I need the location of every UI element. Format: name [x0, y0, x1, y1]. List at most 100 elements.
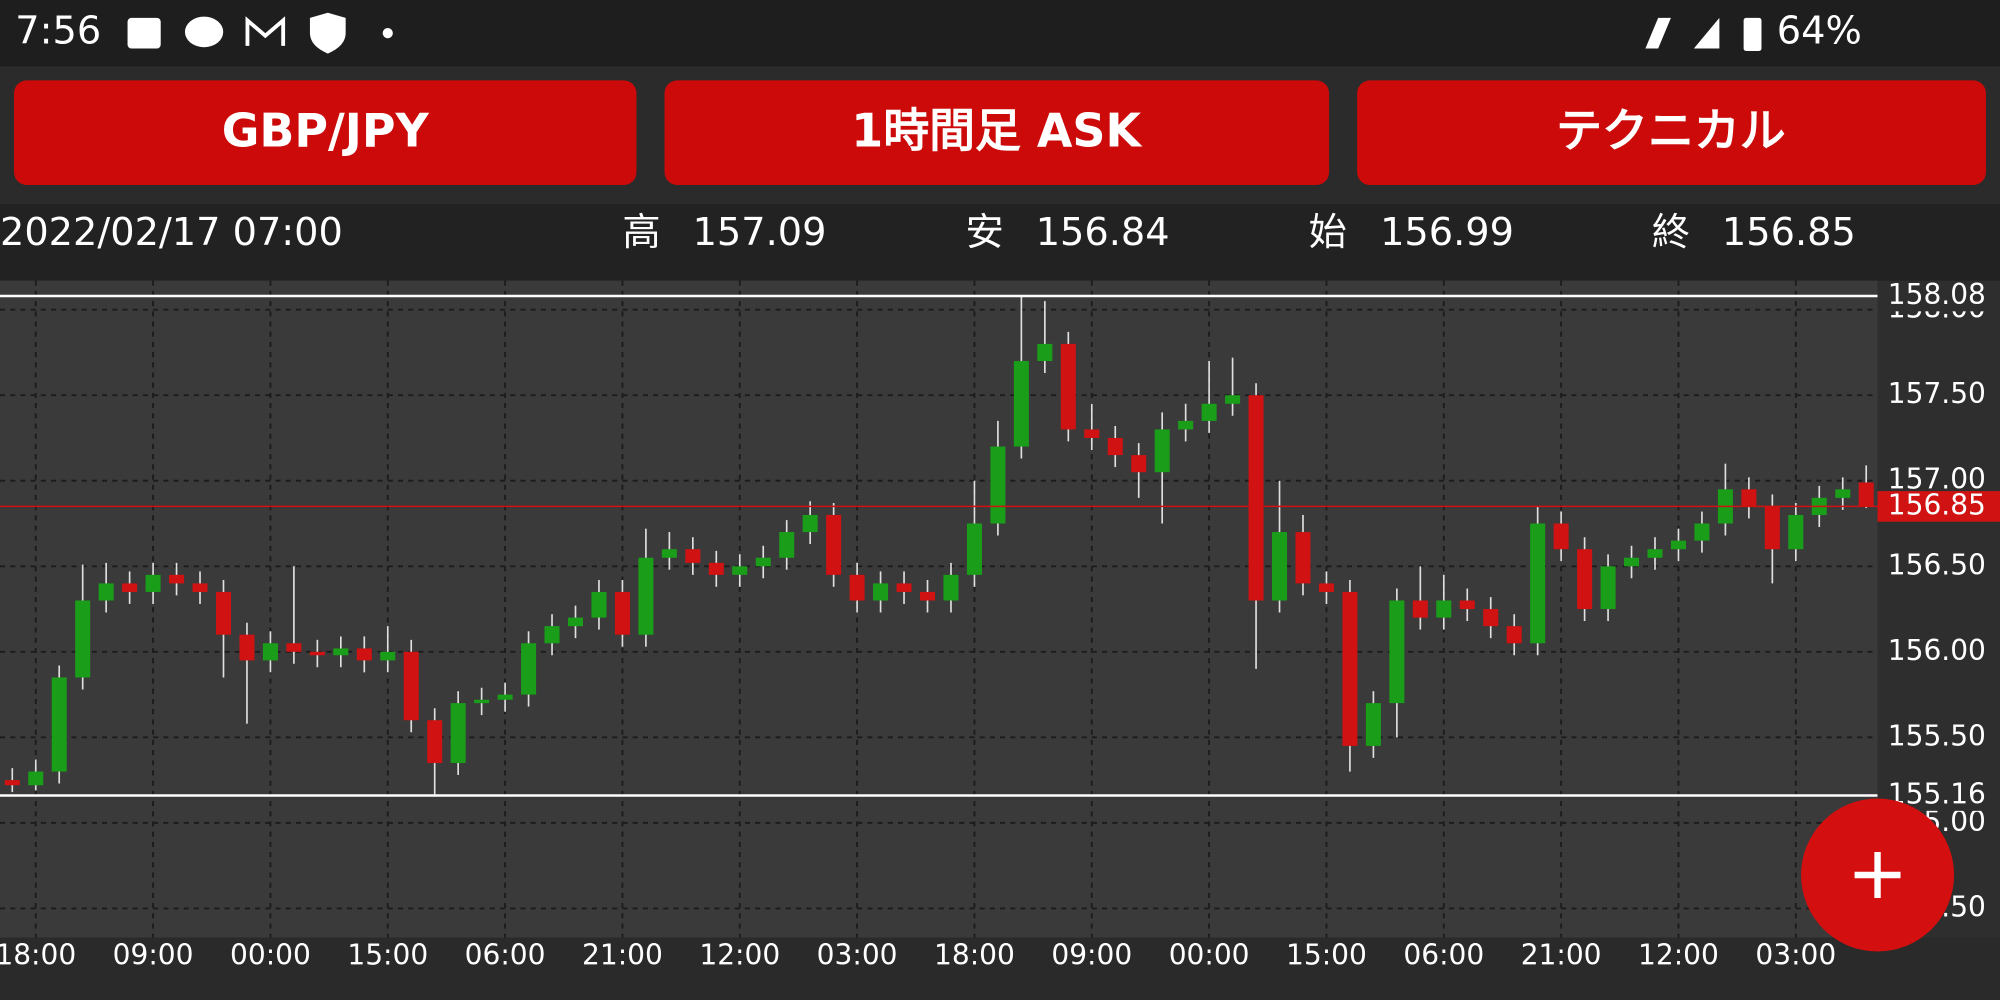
candle-body: [1788, 514, 1804, 550]
candle-body: [497, 694, 513, 700]
candle-body: [403, 651, 419, 721]
candle-body: [661, 549, 677, 558]
button-label[interactable]: テクニカル: [1556, 103, 1786, 157]
candle-body: [1154, 429, 1170, 473]
candle-body: [1342, 591, 1358, 746]
symbol-button[interactable]: GBP/JPY: [14, 80, 637, 185]
status-bar: [0, 0, 2000, 67]
candle-body: [638, 557, 654, 635]
candle-body: [4, 780, 20, 786]
y-tick-label: 157.00: [1888, 463, 1986, 496]
candle-body: [145, 574, 161, 592]
candle-body: [192, 583, 208, 592]
candle-body: [169, 574, 185, 584]
button-label[interactable]: 1時間足 ASK: [851, 103, 1142, 157]
candle-body: [1248, 395, 1264, 601]
candle-body: [1318, 583, 1334, 592]
candle-body: [708, 562, 724, 575]
ohlc-label: 始: [1309, 210, 1347, 255]
plot: [4, 296, 1874, 796]
plot-area: [0, 280, 1878, 938]
candle-body: [1647, 549, 1663, 558]
button-bg[interactable]: [664, 80, 1330, 185]
x-tick-label: 06:00: [465, 939, 546, 972]
price-label-bg: [1877, 280, 2000, 312]
ohlc-value: 157.09: [693, 210, 827, 255]
ohlc-value: 156.84: [1036, 210, 1170, 255]
x-tick-label: 21:00: [582, 939, 663, 972]
candle-body: [1107, 437, 1123, 456]
candle-body: [450, 703, 466, 764]
y-tick-label: 156.50: [1888, 548, 1986, 581]
button-bg[interactable]: [14, 80, 637, 185]
candle-body: [262, 643, 278, 661]
x-tick-label: 12:00: [1638, 939, 1719, 972]
candle-body: [28, 771, 44, 786]
candle-body: [98, 583, 114, 601]
candle-body: [51, 677, 67, 772]
candle-body: [474, 699, 490, 704]
candle-body: [1624, 557, 1640, 567]
candle-body: [215, 591, 231, 635]
candle-body: [1084, 429, 1100, 438]
candle-body: [1483, 609, 1499, 627]
candle-body: [1295, 532, 1311, 584]
x-tick-label: 09:00: [1051, 939, 1132, 972]
fab-plus[interactable]: [1854, 852, 1901, 898]
price-label: 156.85: [1888, 488, 1986, 521]
candle-body: [380, 651, 396, 661]
x-tick-label: 03:00: [817, 939, 898, 972]
ohlc-value: 156.85: [1722, 210, 1856, 255]
x-tick-label: 18:00: [0, 939, 76, 972]
candle-body: [1178, 420, 1194, 430]
candle-body: [286, 643, 302, 652]
candle-body: [1858, 482, 1874, 507]
add-button[interactable]: [1801, 798, 1955, 952]
x-tick-label: 15:00: [347, 939, 428, 972]
status-battery: 64%: [1777, 9, 1862, 54]
ohlc-label: 安: [966, 210, 1004, 255]
ohlc-label: 高: [622, 210, 660, 255]
technical-button[interactable]: テクニカル: [1357, 80, 1986, 185]
candle-body: [943, 574, 959, 601]
ohlc-value: 156.99: [1380, 210, 1514, 255]
candle-body: [896, 583, 912, 592]
candle-body: [1131, 455, 1147, 473]
candle-body: [1670, 540, 1686, 550]
candle-body: [1060, 343, 1076, 430]
y-tick-label: 156.00: [1888, 634, 1986, 667]
candle-body: [1272, 532, 1288, 601]
ohlc-datetime: 2022/02/17 07:00: [0, 210, 343, 255]
y-tick-label: 157.50: [1888, 377, 1986, 410]
candle-body: [1389, 600, 1405, 704]
candle-body: [544, 626, 560, 644]
timeframe-button[interactable]: 1時間足 ASK: [664, 80, 1330, 185]
price-label-bg: [1877, 491, 2000, 522]
candle-body: [873, 583, 889, 601]
candle-body: [356, 648, 372, 661]
x-tick-label: 15:00: [1286, 939, 1367, 972]
x-tick-label: 00:00: [230, 939, 311, 972]
candle-body: [1037, 343, 1053, 362]
ohlc-label: 終: [1652, 210, 1690, 255]
candle-body: [732, 566, 748, 575]
button-label[interactable]: GBP/JPY: [222, 103, 430, 157]
candle-body: [802, 514, 818, 533]
candle-body: [567, 617, 584, 627]
candle-body: [239, 634, 255, 661]
price-label: 158.08: [1888, 278, 1986, 311]
candle-body: [1225, 395, 1241, 404]
status-icons: [127, 12, 1762, 54]
candle-body: [333, 648, 349, 656]
candle-body: [1600, 566, 1616, 610]
status-time: 7:56: [15, 9, 101, 54]
candle-body: [966, 523, 982, 575]
candle-body: [849, 574, 865, 601]
candle-body: [591, 591, 607, 618]
x-axis-area: [0, 937, 2000, 1000]
candle-body: [1412, 600, 1428, 618]
candle-body: [1365, 703, 1381, 746]
button-bg[interactable]: [1357, 80, 1986, 185]
